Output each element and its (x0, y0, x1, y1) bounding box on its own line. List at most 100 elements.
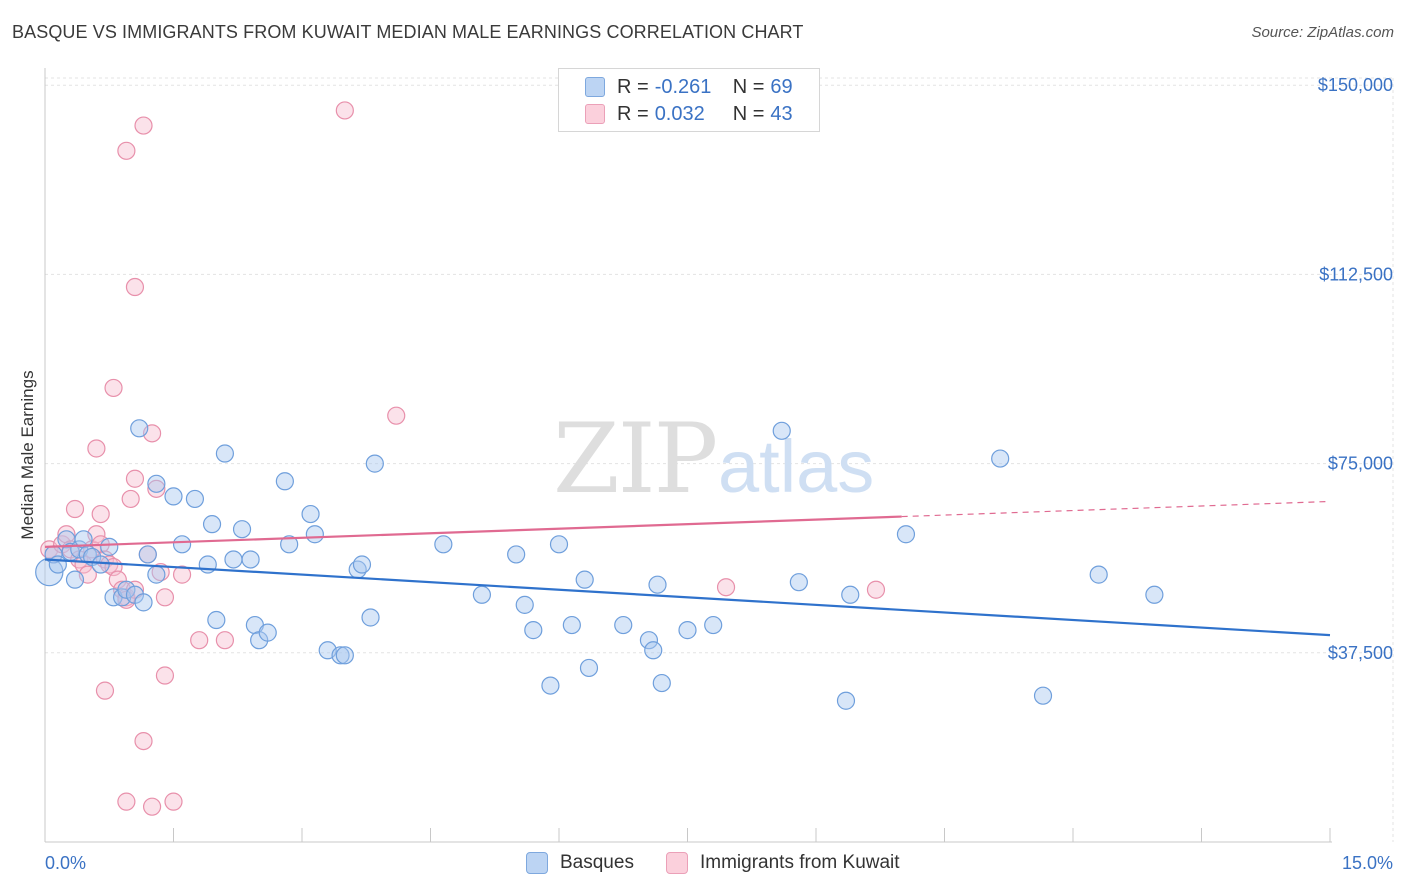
basques-point (1033, 686, 1053, 705)
basques-point (335, 646, 354, 665)
basques-point (836, 691, 856, 710)
legend-n-label: N = (732, 102, 765, 125)
basques-point (991, 449, 1010, 468)
source-label: Source: ZipAtlas.com (1251, 24, 1394, 41)
basques-point (614, 615, 633, 635)
basques-point (164, 487, 183, 506)
basques-point (1145, 585, 1164, 604)
kuwait-point (142, 797, 162, 816)
legend-r-value: 0.032 (654, 102, 705, 125)
basques-point (772, 421, 791, 440)
axis-layer (44, 68, 1332, 843)
chart-title: BASQUE VS IMMIGRANTS FROM KUWAIT MEDIAN … (12, 22, 804, 42)
legend-item-kuwait[interactable]: Immigrants from Kuwait (666, 852, 900, 874)
basques-point (100, 537, 119, 556)
kuwait-point (104, 378, 123, 398)
basques-point (207, 610, 226, 630)
kuwait-point (117, 792, 136, 811)
x-tick-label: 15.0% (1342, 853, 1393, 873)
basques-point (147, 474, 166, 493)
basques-point (91, 555, 110, 574)
basques-point (352, 555, 372, 574)
legend-item-basques[interactable]: Basques (526, 852, 634, 874)
kuwait-point (91, 504, 110, 524)
kuwait-trend-extension (901, 500, 1331, 518)
basques-point (241, 550, 260, 569)
kuwait-point (57, 525, 76, 544)
basques-point (147, 565, 166, 584)
kuwait-point (121, 489, 140, 509)
basques-point (365, 454, 384, 473)
basques-point (841, 585, 860, 604)
grid-layer (45, 77, 1394, 842)
basques-point (541, 676, 560, 695)
correlation-legend: R = -0.261 N = 69 R = 0.032 N = 43 (558, 68, 820, 132)
kuwait-point (335, 101, 354, 120)
basques-point (896, 525, 916, 544)
basques-point (215, 444, 234, 463)
basques-point (202, 515, 222, 534)
basques-point (275, 472, 294, 491)
legend-r-label: R = (617, 75, 649, 98)
watermark-zip: ZIP (553, 403, 716, 515)
basques-point (562, 615, 581, 635)
trend-layer (44, 500, 1331, 637)
y-tick-label: $112,500 (1319, 264, 1393, 284)
basques-point (644, 641, 663, 660)
basques-point (579, 658, 599, 678)
basques-point (134, 593, 153, 612)
basques-point (301, 504, 320, 524)
basques-point (472, 585, 491, 604)
kuwait-point (716, 578, 736, 597)
basques-point (704, 615, 723, 635)
legend-swatch-kuwait (585, 104, 605, 124)
basques-point (639, 631, 659, 650)
legend-n-value: 69 (770, 75, 793, 98)
legend-label-basques: Basques (560, 852, 634, 873)
legend-r-value: -0.261 (654, 75, 712, 98)
basques-point (1089, 565, 1108, 584)
legend-label-kuwait: Immigrants from Kuwait (700, 852, 900, 873)
kuwait-point (87, 439, 106, 458)
kuwait-point (866, 580, 886, 599)
basques-trend-line (44, 558, 1331, 637)
legend-n-value: 43 (770, 102, 793, 125)
x-tick-label: 0.0% (45, 853, 86, 873)
kuwait-point (387, 406, 406, 425)
basques-point (575, 570, 594, 589)
kuwait-trend-line (44, 515, 902, 548)
watermark-atlas: atlas (718, 425, 874, 508)
y-tick-label: $150,000 (1318, 75, 1393, 95)
kuwait-point (125, 277, 145, 297)
legend-row-basques: R = -0.261 N = 69 (585, 75, 793, 99)
y-tick-label: $37,500 (1328, 643, 1393, 663)
basques-point (280, 535, 299, 554)
kuwait-point (155, 588, 175, 607)
basques-point (232, 520, 252, 539)
basques-point (65, 570, 85, 589)
basques-point (331, 646, 350, 665)
basques-point (549, 535, 569, 554)
series-legend: Basques Immigrants from Kuwait (0, 852, 1406, 878)
basques-point (648, 575, 667, 594)
kuwait-point (125, 469, 145, 488)
basques-point (74, 530, 93, 549)
legend-n-label: N = (732, 75, 765, 98)
kuwait-point (65, 499, 85, 519)
kuwait-point (134, 731, 153, 751)
basques-point (224, 550, 243, 569)
basques-point (524, 621, 543, 640)
basques-point (117, 580, 136, 599)
legend-swatch-basques (585, 77, 605, 97)
series-basques-points (35, 419, 1164, 710)
basques-point (789, 573, 808, 592)
basques-point (130, 419, 149, 438)
legend-row-kuwait: R = 0.032 N = 43 (585, 102, 793, 126)
tick-labels: $37,500 $75,000 $112,500 $150,000 0.0% 15.0% (45, 75, 1393, 873)
kuwait-point (155, 666, 175, 685)
legend-swatch-basques (526, 852, 548, 874)
kuwait-point (164, 792, 183, 811)
legend-swatch-kuwait (666, 852, 688, 874)
legend-r-label: R = (617, 102, 649, 125)
